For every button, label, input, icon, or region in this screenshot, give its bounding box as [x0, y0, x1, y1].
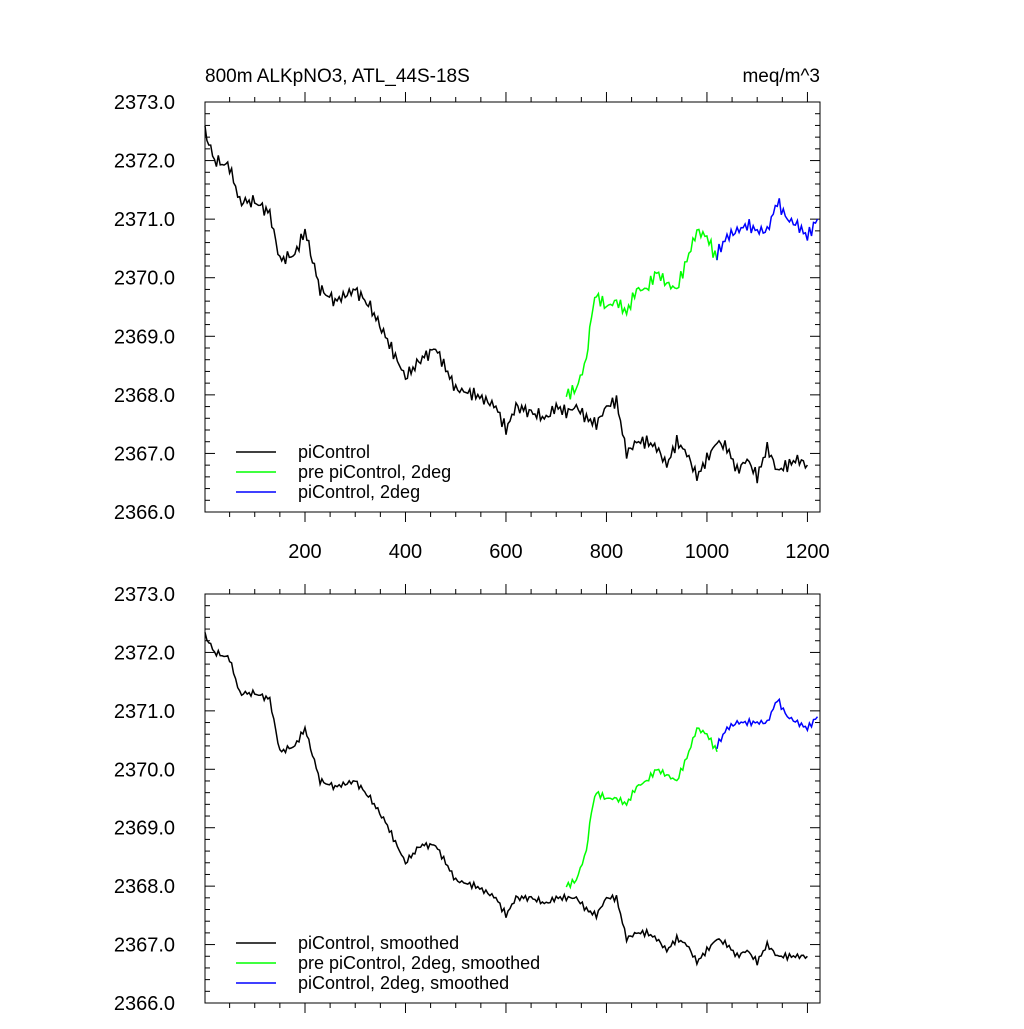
plot-frame — [204, 593, 821, 1004]
x-tick-label: 800 — [590, 541, 623, 563]
chart-title: 800m ALKpNO3, ATL_44S-18S — [205, 66, 470, 87]
y-tick-label: 2372.0 — [114, 642, 175, 664]
series-line-2 — [716, 697, 819, 749]
y-tick-label: 2369.0 — [114, 818, 175, 840]
top-panel: 2366.0 2367.0 2368.0 2369.0 2370.0 2371.0 2372… — [114, 66, 830, 563]
y-tick-label: 2366.0 — [114, 502, 175, 524]
y-tick-label: 2373.0 — [114, 584, 175, 606]
plot-frame — [204, 101, 821, 513]
series-line-0 — [204, 125, 809, 484]
legend-label-2: piControl, 2deg, smoothed — [298, 973, 509, 993]
series-line-2 — [716, 198, 819, 261]
x-tick-label: 200 — [288, 541, 321, 563]
y-tick-label: 2371.0 — [114, 209, 175, 231]
legend-label-0: piControl, smoothed — [298, 933, 459, 953]
legend-label-0: piControl — [298, 442, 370, 462]
y-tick-label: 2366.0 — [114, 993, 175, 1015]
y-tick-label: 2370.0 — [114, 759, 175, 781]
x-tick-label: 1000 — [685, 541, 730, 563]
x-tick-label: 1200 — [785, 541, 830, 563]
x-tick-label: 400 — [389, 541, 422, 563]
legend-label-1: pre piControl, 2deg, smoothed — [298, 953, 540, 973]
series-line-0 — [204, 632, 808, 967]
y-tick-label: 2367.0 — [114, 443, 175, 465]
bottom-panel: 2366.0 2367.0 2368.0 2369.0 2370.0 2371.0 2372… — [114, 584, 821, 1015]
series-line-1 — [565, 228, 718, 400]
legend-label-1: pre piControl, 2deg — [298, 462, 451, 482]
units-label: meq/m^3 — [742, 66, 820, 87]
y-tick-label: 2368.0 — [114, 385, 175, 407]
legend-label-2: piControl, 2deg — [298, 482, 420, 502]
y-tick-label: 2371.0 — [114, 701, 175, 723]
y-tick-label: 2372.0 — [114, 151, 175, 173]
y-tick-label: 2369.0 — [114, 326, 175, 348]
series-line-1 — [565, 727, 718, 890]
y-tick-label: 2367.0 — [114, 935, 175, 957]
x-tick-label: 600 — [489, 541, 522, 563]
y-tick-label: 2368.0 — [114, 876, 175, 898]
y-tick-label: 2370.0 — [114, 268, 175, 290]
y-tick-label: 2373.0 — [114, 92, 175, 114]
